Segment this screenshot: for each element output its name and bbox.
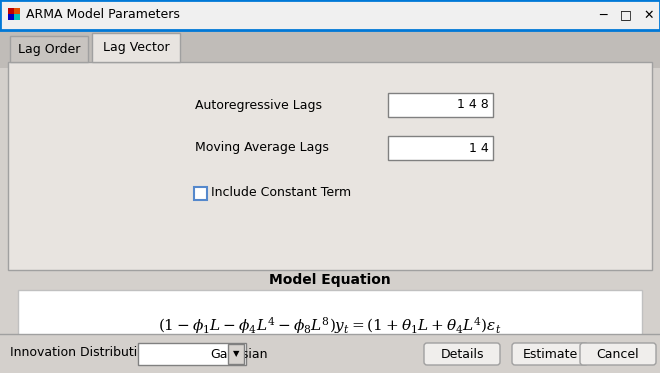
Text: ▼: ▼ — [233, 350, 239, 358]
FancyBboxPatch shape — [512, 343, 588, 365]
Text: Lag Vector: Lag Vector — [103, 41, 170, 54]
Text: ─: ─ — [599, 9, 607, 22]
Bar — [138, 343, 246, 365]
Bar — [10, 36, 88, 62]
Bar — [8, 14, 14, 20]
Text: Gaussian: Gaussian — [210, 348, 267, 360]
Bar — [388, 93, 493, 117]
Text: Details: Details — [440, 348, 484, 360]
Text: Model Equation: Model Equation — [269, 273, 391, 287]
Text: Moving Average Lags: Moving Average Lags — [195, 141, 329, 154]
Text: ARMA Model Parameters: ARMA Model Parameters — [26, 9, 180, 22]
Bar — [18, 290, 642, 362]
Text: $(1 - \phi_1 L - \phi_4 L^4 - \phi_8 L^8)y_t = (1 + \theta_1 L + \theta_4 L^4)\v: $(1 - \phi_1 L - \phi_4 L^4 - \phi_8 L^8… — [158, 316, 502, 336]
Text: Include Constant Term: Include Constant Term — [211, 186, 351, 200]
Bar — [14, 14, 20, 20]
Text: Innovation Distribution: Innovation Distribution — [10, 347, 152, 360]
Bar — [0, 0, 660, 30]
Text: 1 4: 1 4 — [469, 141, 489, 154]
Bar — [14, 8, 20, 14]
Text: □: □ — [620, 9, 632, 22]
Bar — [194, 187, 207, 200]
FancyBboxPatch shape — [580, 343, 656, 365]
Text: Lag Order: Lag Order — [18, 43, 80, 56]
Bar — [8, 8, 14, 14]
Text: Estimate: Estimate — [522, 348, 578, 360]
Text: ✕: ✕ — [644, 9, 654, 22]
Bar — [8, 62, 652, 270]
Bar — [0, 30, 660, 68]
Text: 1 4 8: 1 4 8 — [457, 98, 489, 112]
Bar — [228, 344, 244, 364]
Bar — [0, 334, 660, 373]
Text: Cancel: Cancel — [597, 348, 640, 360]
Text: Autoregressive Lags: Autoregressive Lags — [195, 98, 322, 112]
Bar — [92, 33, 180, 62]
Bar — [388, 136, 493, 160]
FancyBboxPatch shape — [424, 343, 500, 365]
Bar — [0, 270, 660, 332]
